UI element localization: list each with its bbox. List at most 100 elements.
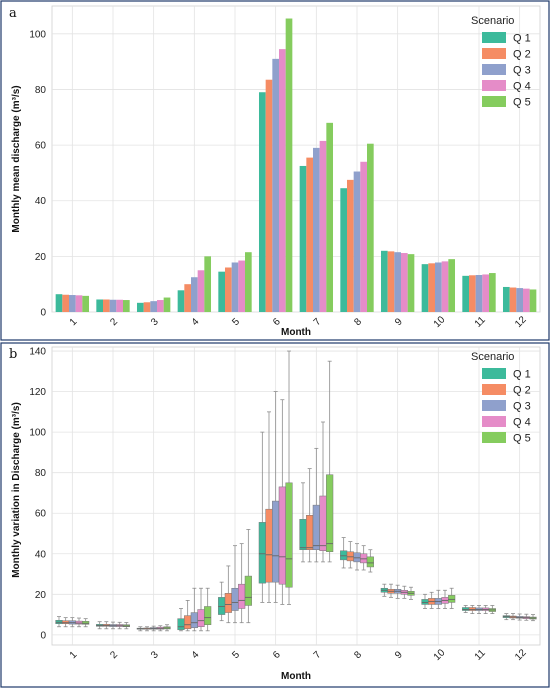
bar <box>265 79 273 312</box>
bar <box>285 18 293 312</box>
bar <box>346 179 354 312</box>
box <box>340 550 348 561</box>
y-tick-label: 100 <box>29 428 46 439</box>
legend-swatch <box>482 368 506 379</box>
legend-swatch <box>482 80 506 91</box>
bar <box>68 295 76 312</box>
legend-label: Q 2 <box>513 49 531 61</box>
bar <box>238 260 246 312</box>
box <box>190 612 198 629</box>
bar <box>62 294 69 312</box>
box <box>82 621 90 625</box>
box <box>177 618 185 631</box>
y-tick-label: 40 <box>35 549 47 560</box>
bar <box>75 295 83 312</box>
bar <box>380 250 388 312</box>
box <box>353 552 361 563</box>
box <box>448 595 456 603</box>
panel-b-y-axis-title: Monthly variation in Discharge (m³/s) <box>11 402 22 578</box>
panel-b-plot-area <box>51 346 541 646</box>
bar <box>136 302 144 312</box>
bar <box>407 254 415 312</box>
bar <box>353 171 361 312</box>
bar <box>279 49 286 312</box>
legend-label: Q 1 <box>513 369 531 381</box>
y-tick-label: 40 <box>35 196 47 207</box>
box <box>306 515 314 550</box>
panel-a-plot-area <box>51 5 541 313</box>
legend-swatch <box>482 64 506 75</box>
bar <box>326 122 334 312</box>
bar <box>143 302 151 312</box>
y-tick-label: 140 <box>29 347 46 358</box>
bar <box>441 261 449 312</box>
panel-b-y-ticks: 0 20 40 60 80 100 120 140 <box>29 347 46 642</box>
bar <box>312 147 320 312</box>
panel-a-letter: a <box>9 6 17 21</box>
y-tick-label: 20 <box>35 252 47 263</box>
bar <box>502 286 510 312</box>
bar <box>482 274 490 312</box>
bar <box>150 301 158 312</box>
bar <box>245 252 252 312</box>
bar <box>258 92 266 313</box>
bar <box>157 300 164 312</box>
legend-label: Q 2 <box>513 385 531 397</box>
legend-label: Q 4 <box>513 81 531 93</box>
bar <box>367 143 374 312</box>
legend-swatch <box>482 32 506 43</box>
bar <box>116 299 124 312</box>
bar <box>197 270 205 312</box>
panel-a-x-axis-title: Month <box>281 327 311 338</box>
bar <box>340 188 347 312</box>
box <box>218 597 226 615</box>
legend-label: Q 4 <box>513 417 531 429</box>
bar <box>204 256 212 312</box>
box <box>360 553 368 564</box>
box <box>312 504 320 550</box>
legend-label: Q 5 <box>513 433 531 445</box>
legend-swatch <box>482 96 506 107</box>
y-tick-label: 80 <box>35 85 47 96</box>
panel-b-boxes <box>55 350 537 632</box>
bar <box>428 263 435 312</box>
bar <box>448 259 456 312</box>
legend-label: Q 3 <box>513 65 531 77</box>
y-tick-label: 20 <box>35 590 47 601</box>
legend-swatch <box>482 400 506 411</box>
box <box>326 474 334 552</box>
panel-b-letter: b <box>9 347 17 362</box>
box <box>272 500 280 583</box>
bar <box>523 288 530 312</box>
legend-swatch <box>482 432 506 443</box>
bar <box>218 271 225 312</box>
bar <box>163 297 171 312</box>
box <box>278 486 286 585</box>
y-tick-label: 0 <box>40 308 46 319</box>
legend-label: Q 3 <box>513 401 531 413</box>
panel-b-x-axis-title: Month <box>281 671 311 682</box>
bar <box>102 299 110 312</box>
bar <box>360 161 368 312</box>
box <box>366 556 374 568</box>
bar <box>516 288 524 312</box>
bar <box>82 295 90 312</box>
box <box>244 575 252 606</box>
bar <box>231 262 239 312</box>
y-tick-label: 100 <box>29 29 46 40</box>
box <box>258 522 266 584</box>
box <box>62 620 70 624</box>
panel-b-gridlines <box>52 347 540 645</box>
panel-b-legend-title: Scenario <box>471 351 514 363</box>
legend-label: Q 5 <box>513 97 531 109</box>
panel-a-y-axis-title: Monthly mean discharge (m³/s) <box>11 85 22 232</box>
bar <box>529 289 537 312</box>
box <box>204 606 212 625</box>
bar <box>475 275 483 312</box>
bar <box>394 252 402 312</box>
bar <box>387 251 395 312</box>
panel-b-legend: Scenario Q 1 Q 2 Q 3 Q 4 Q 5 <box>471 351 531 445</box>
